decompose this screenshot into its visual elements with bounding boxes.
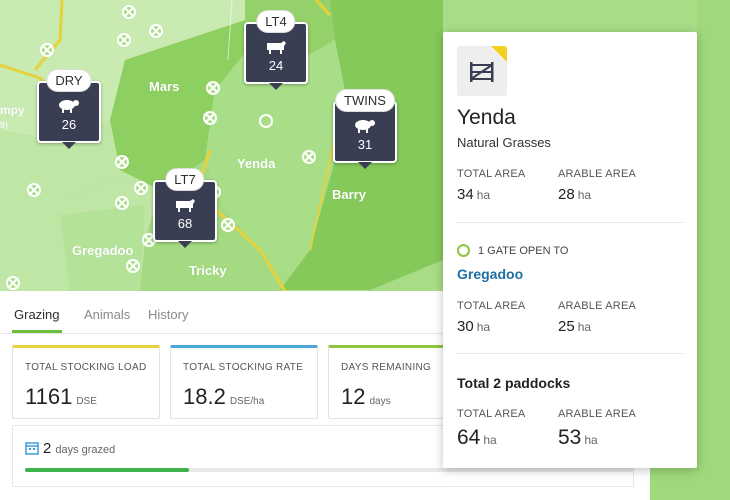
days-grazed-label: days grazed: [55, 444, 116, 456]
sheep-icon: [39, 97, 99, 115]
tab-grazing[interactable]: Grazing: [14, 307, 60, 322]
arable-area-value: 28 ha: [558, 186, 592, 203]
tab-animals[interactable]: Animals: [84, 307, 131, 322]
total-area-label: TOTAL AREA: [457, 168, 526, 180]
paddock-summary-title: Total 2 paddocks: [457, 375, 571, 391]
calendar-icon: [25, 442, 39, 455]
stat-label: TOTAL STOCKING LOAD: [25, 362, 147, 373]
summary-total-label: TOTAL AREA: [457, 408, 526, 420]
paddock-title: Yenda: [457, 106, 516, 129]
paddock-label-mars[interactable]: Mars: [149, 79, 180, 94]
paddock-icon: [457, 46, 507, 96]
connected-paddock-link[interactable]: Gregadoo: [457, 266, 524, 282]
stat-label: DAYS REMAINING: [341, 362, 432, 373]
neighbor-total-value: 30 ha: [457, 318, 491, 335]
paddock-label-yenda[interactable]: Yenda: [237, 156, 276, 171]
divider: [457, 222, 683, 223]
stat-label: TOTAL STOCKING RATE: [183, 362, 304, 373]
tab-history[interactable]: History: [148, 307, 189, 322]
open-gate-icon: [457, 244, 470, 257]
sheep-icon: [335, 117, 395, 135]
arable-area-label: ARABLE AREA: [558, 168, 637, 180]
neighbor-arable-value: 25 ha: [558, 318, 592, 335]
summary-arable-label: ARABLE AREA: [558, 408, 637, 420]
cow-icon: [246, 38, 306, 56]
total-area-value: 34 ha: [457, 186, 491, 203]
stat-value: 12 days: [341, 384, 391, 409]
mob-count: 68: [177, 216, 193, 231]
summary-arable-value: 53 ha: [558, 426, 598, 449]
paddock-label-gregadoo[interactable]: Gregadoo: [72, 243, 134, 258]
divider: [457, 353, 683, 354]
tab-bar: Grazing Animals History: [0, 291, 650, 334]
graze-progress-track: [25, 468, 633, 472]
mob-marker-dry[interactable]: DRY 26: [37, 69, 101, 143]
stat-value: 18.2 DSE/ha: [183, 384, 265, 409]
active-tab-indicator: [12, 330, 62, 333]
mob-count: 24: [268, 58, 284, 73]
mob-tag: LT4: [256, 10, 296, 33]
cow-icon: [155, 196, 215, 214]
paddock-yenda: [205, 40, 345, 250]
paddock-pasture-type: Natural Grasses: [457, 135, 551, 150]
stat-stocking-rate: TOTAL STOCKING RATE 18.2 DSE/ha: [170, 345, 318, 419]
mob-tag: LT7: [165, 168, 205, 191]
stat-stocking-load: TOTAL STOCKING LOAD 1161 DSE: [12, 345, 160, 419]
days-grazed-card: 2 days grazed: [12, 425, 634, 487]
mob-marker-twins[interactable]: TWINS 31: [333, 89, 397, 163]
gate-icon: [470, 62, 494, 82]
mob-count: 31: [357, 137, 373, 152]
stat-value: 1161 DSE: [25, 384, 97, 409]
neighbor-total-label: TOTAL AREA: [457, 300, 526, 312]
days-grazed-value: 2: [43, 440, 52, 457]
mob-tag: TWINS: [335, 89, 395, 112]
graze-progress-fill: [25, 468, 190, 472]
paddock-label-partial-sub: 9): [0, 120, 9, 130]
paddock-label-barry[interactable]: Barry: [332, 187, 366, 202]
paddock-label-partial[interactable]: mpy: [0, 103, 25, 117]
gate-open-status: 1 GATE OPEN TO: [457, 244, 568, 257]
paddock-mars: [110, 20, 255, 190]
neighbor-arable-label: ARABLE AREA: [558, 300, 637, 312]
mob-tag: DRY: [46, 69, 92, 92]
mob-marker-lt7[interactable]: LT7 68: [153, 168, 217, 242]
mob-marker-lt4[interactable]: LT4 24: [244, 10, 308, 84]
paddock-label-tricky[interactable]: Tricky: [189, 263, 227, 278]
paddock-detail-panel: Yenda Natural Grasses TOTAL AREA ARABLE …: [443, 32, 697, 468]
mob-count: 26: [61, 117, 77, 132]
open-gate-marker: [259, 114, 273, 128]
summary-total-value: 64 ha: [457, 426, 497, 449]
